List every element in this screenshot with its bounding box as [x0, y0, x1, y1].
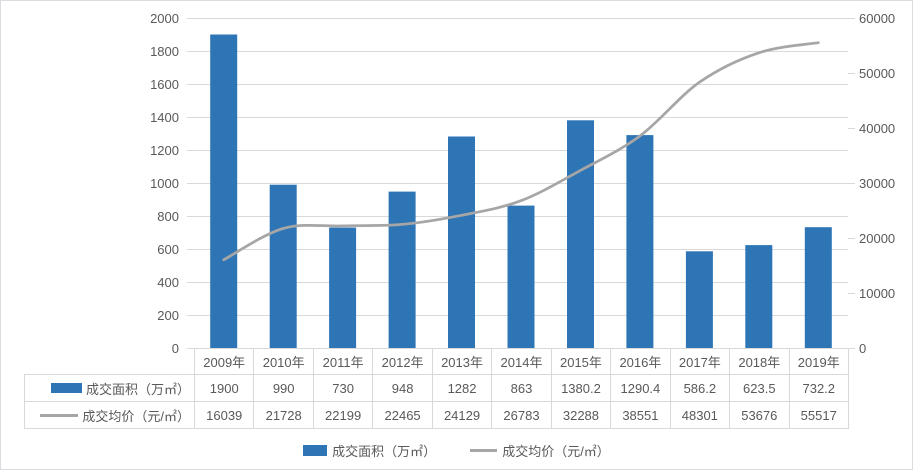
left-axis-tick-label: 1600 [150, 77, 179, 92]
table-value-cell: 48301 [669, 401, 731, 429]
bar-series-swatch [50, 383, 82, 393]
bar-2010年 [269, 184, 297, 348]
legend-item-area: 成交面积（万㎡） [303, 441, 436, 460]
table-value-cell: 863 [491, 374, 552, 402]
line-legend-swatch [470, 448, 498, 452]
table-value-cell: 26783 [491, 401, 552, 429]
table-value-cell: 53676 [729, 401, 790, 429]
bar-2016年 [626, 135, 654, 348]
right-axis-tick-label: 0 [859, 341, 866, 356]
table-year-header: 2018年 [729, 348, 790, 375]
right-axis-tick-label: 50000 [859, 66, 895, 81]
table-year-header: 2014年 [491, 348, 552, 375]
left-axis-tick-label: 1400 [150, 110, 179, 125]
table-value-cell: 1380.2 [550, 374, 612, 402]
bar-2017年 [685, 251, 713, 348]
table-row-label: 成交面积（万㎡） [24, 374, 195, 402]
left-axis-tick-label: 1800 [150, 44, 179, 59]
table-year-header: 2013年 [431, 348, 493, 375]
table-value-cell: 990 [253, 374, 314, 402]
bar-2011年 [329, 227, 357, 348]
table-value-cell: 55517 [788, 401, 849, 429]
table-year-header: 2010年 [253, 348, 314, 375]
table-value-cell: 22199 [312, 401, 374, 429]
table-year-header: 2012年 [372, 348, 433, 375]
bar-2018年 [745, 245, 773, 348]
line-series-swatch [40, 413, 79, 417]
right-axis-tick-label: 60000 [859, 11, 895, 26]
table-value-cell: 24129 [431, 401, 493, 429]
data-table: 2009年 2010年 2011年 2012年 2013年 2014年 2015年 2016年… [24, 348, 849, 429]
right-axis-tick-label: 30000 [859, 176, 895, 191]
table-row: 成交均价（元/㎡） 16039 21728 22199 22465 24129 26783 3… [24, 401, 849, 429]
series-name: 成交面积（万㎡） [85, 381, 190, 397]
table-year-header: 2015年 [550, 348, 612, 375]
table-row: 成交面积（万㎡） 1900 990 730 948 1282 863 1380.2 1290.4… [24, 374, 849, 402]
table-value-cell: 16039 [193, 401, 255, 429]
table-value-cell: 1282 [431, 374, 493, 402]
left-axis-tick-label: 400 [157, 275, 179, 290]
table-value-cell: 623.5 [729, 374, 790, 402]
table-value-cell: 22465 [372, 401, 433, 429]
left-axis-tick-label: 0 [172, 341, 179, 356]
table-value-cell: 32288 [550, 401, 612, 429]
left-axis-tick-label: 2000 [150, 11, 179, 26]
left-axis-tick-label: 600 [157, 242, 179, 257]
table-row-label: 成交均价（元/㎡） [24, 401, 195, 429]
table-year-header: 2017年 [669, 348, 731, 375]
table-year-header: 2009年 [193, 348, 255, 375]
legend-item-price: 成交均价（元/㎡） [470, 441, 610, 460]
left-axis-tick-label: 1000 [150, 176, 179, 191]
left-axis-tick-label: 1200 [150, 143, 179, 158]
right-axis-tick-label: 10000 [859, 286, 895, 301]
left-axis-tick-label: 800 [157, 209, 179, 224]
table-value-cell: 1290.4 [610, 374, 671, 402]
table-year-header: 2019年 [788, 348, 849, 375]
bar-2019年 [804, 227, 832, 348]
table-value-cell: 586.2 [669, 374, 731, 402]
table-value-cell: 21728 [253, 401, 314, 429]
right-axis-tick-label: 40000 [859, 121, 895, 136]
bar-2014年 [507, 205, 535, 348]
legend-label: 成交均价（元/㎡） [502, 443, 610, 459]
table-year-header: 2016年 [610, 348, 671, 375]
price-line [222, 41, 820, 262]
series-name: 成交均价（元/㎡） [82, 408, 190, 424]
bar-2009年 [210, 34, 238, 348]
chart-legend: 成交面积（万㎡） 成交均价（元/㎡） [1, 439, 912, 461]
table-year-header: 2011年 [312, 348, 374, 375]
bar-legend-swatch [303, 444, 328, 456]
table-value-cell: 1900 [193, 374, 255, 402]
legend-label: 成交面积（万㎡） [332, 443, 437, 459]
left-axis-tick-label: 200 [157, 308, 179, 323]
table-value-cell: 38551 [610, 401, 671, 429]
bar-2015年 [567, 120, 594, 348]
table-value-cell: 730 [312, 374, 374, 402]
table-value-cell: 948 [372, 374, 433, 402]
bar-2012年 [388, 191, 416, 348]
right-axis-tick-label: 20000 [859, 231, 895, 246]
table-value-cell: 732.2 [788, 374, 849, 402]
table-corner-spacer [25, 349, 195, 375]
bar-2013年 [448, 136, 475, 348]
